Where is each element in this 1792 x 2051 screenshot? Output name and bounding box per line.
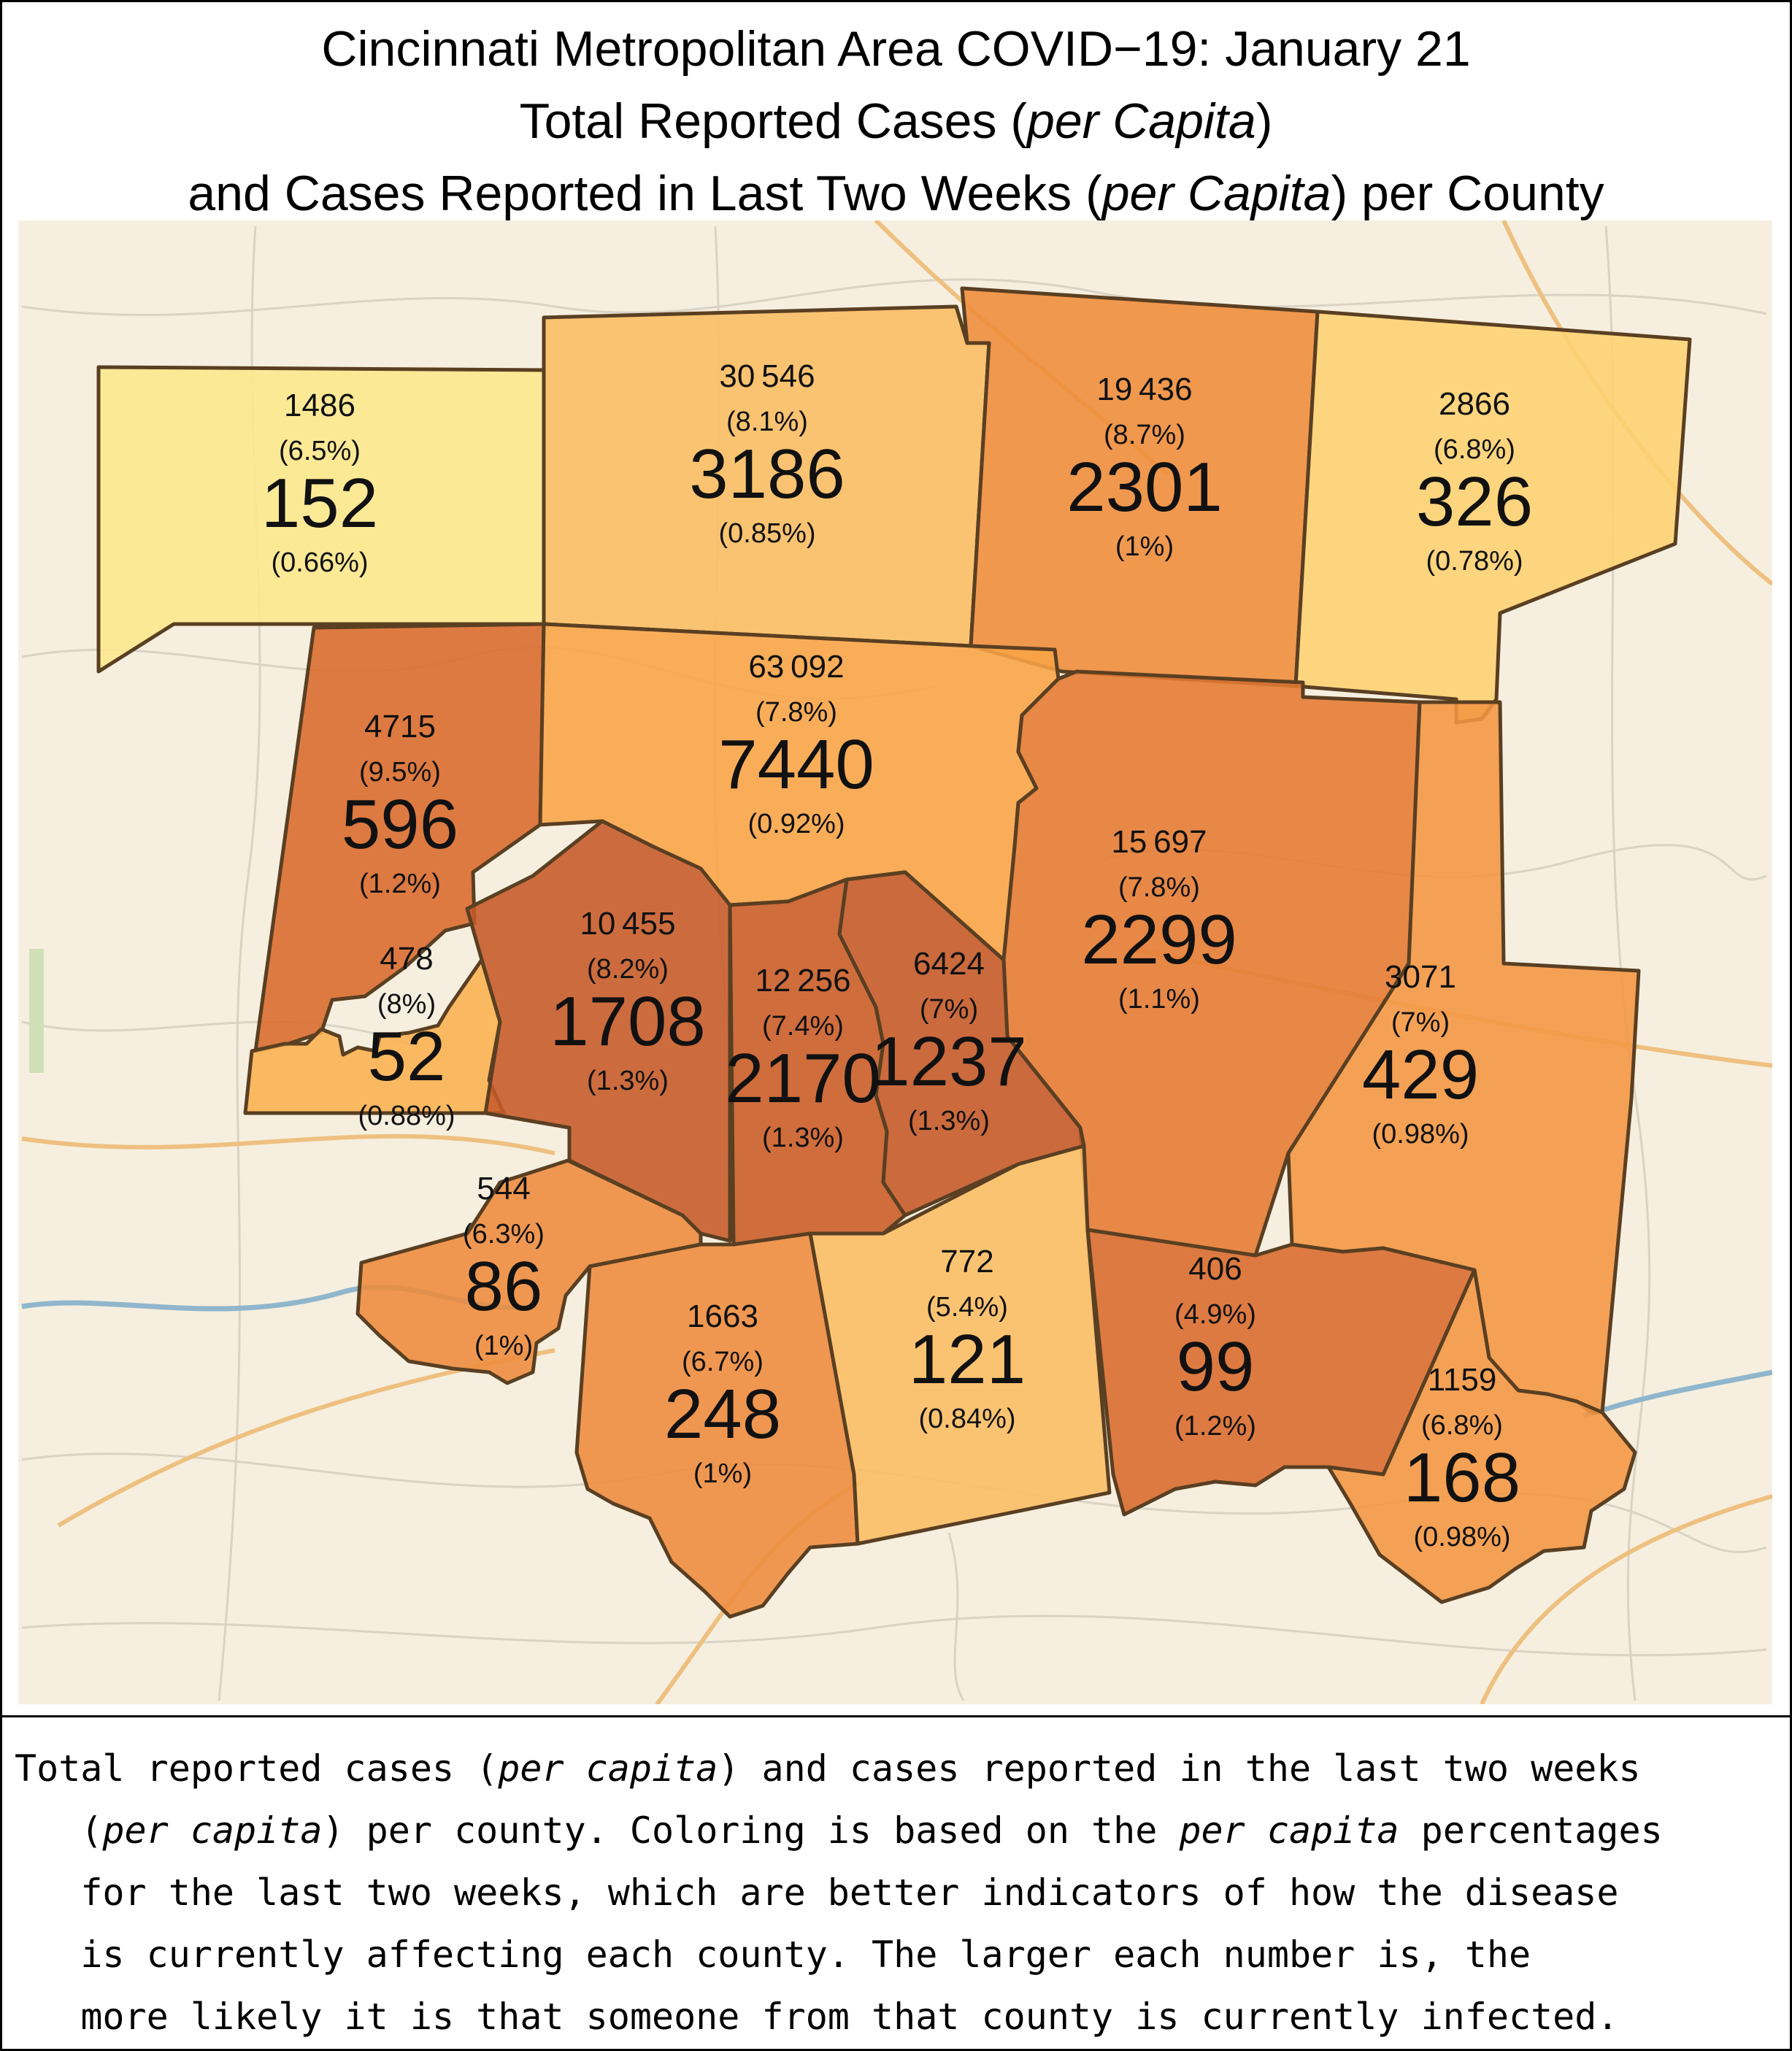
- county-1-total-pct: (6.5%): [279, 436, 361, 466]
- county-7-recent: 2299: [1081, 901, 1237, 979]
- county-16-total: 406: [1188, 1251, 1242, 1287]
- county-2-recent-pct: (0.85%): [718, 518, 815, 549]
- county-13-total: 544: [477, 1171, 530, 1207]
- county-13-recent: 86: [465, 1247, 543, 1325]
- county-3-recent: 2301: [1066, 448, 1223, 526]
- county-17-total-pct: (6.8%): [1421, 1410, 1503, 1441]
- county-14-recent-pct: (1%): [693, 1458, 752, 1489]
- county-2-total: 30 546: [719, 358, 815, 394]
- county-9-total: 10 455: [580, 906, 675, 942]
- county-16-recent-pct: (1.2%): [1174, 1411, 1256, 1442]
- county-3-recent-pct: (1%): [1115, 531, 1174, 562]
- county-15-total: 772: [940, 1244, 993, 1280]
- county-3-total: 19 436: [1096, 372, 1192, 407]
- county-10-total-pct: (7.4%): [762, 1011, 844, 1042]
- county-10-total: 12 256: [755, 963, 850, 998]
- county-4-total: 2866: [1439, 386, 1510, 422]
- county-4-recent-pct: (0.78%): [1426, 546, 1523, 577]
- county-6-recent: 7440: [718, 726, 874, 804]
- county-5-total-pct: (9.5%): [359, 757, 441, 788]
- county-17-recent: 168: [1404, 1439, 1520, 1517]
- county-12-total: 3071: [1385, 959, 1456, 995]
- county-4-total-pct: (6.8%): [1434, 434, 1515, 465]
- county-5-recent-pct: (1.2%): [359, 869, 441, 899]
- county-11-total-pct: (7%): [920, 994, 978, 1025]
- county-7-recent-pct: (1.1%): [1118, 984, 1200, 1015]
- county-map: 1486 (6.5%)152 (0.66%) 30 546 (8.1%)3186 (0.8…: [18, 220, 1772, 1704]
- county-8-recent: 52: [368, 1017, 446, 1096]
- county-14-total-pct: (6.7%): [682, 1347, 764, 1377]
- figure-title: Cincinnati Metropolitan Area COVID−19: J…: [0, 13, 1792, 230]
- caption-box: Total reported cases (per capita) and ca…: [0, 1715, 1792, 2051]
- county-1-shape: [96, 365, 546, 674]
- county-4-recent: 326: [1416, 463, 1533, 541]
- county-12-recent-pct: (0.98%): [1372, 1119, 1469, 1150]
- county-5-total: 4715: [364, 709, 436, 744]
- county-11-recent-pct: (1.3%): [908, 1106, 990, 1136]
- county-17-recent-pct: (0.98%): [1413, 1522, 1510, 1552]
- county-10-recent: 2170: [725, 1039, 881, 1117]
- county-14-recent: 248: [664, 1375, 781, 1453]
- county-6-total-pct: (7.8%): [755, 697, 837, 728]
- county-labels: 1486 (6.5%)152 (0.66%) 30 546 (8.1%)3186 (0.8…: [261, 358, 1533, 1552]
- county-8-recent-pct: (0.88%): [358, 1101, 455, 1131]
- caption-text: Total reported cases (per capita) and ca…: [15, 1747, 1663, 2038]
- county-1-recent-pct: (0.66%): [271, 547, 368, 578]
- county-7-total: 15 697: [1111, 824, 1207, 860]
- county-6-total: 63 092: [748, 649, 844, 685]
- county-6-recent-pct: (0.92%): [747, 809, 845, 839]
- county-9-total-pct: (8.2%): [587, 954, 669, 985]
- county-17-shape: [1326, 1268, 1637, 1604]
- county-2-total-pct: (8.1%): [726, 407, 808, 437]
- county-9-recent-pct: (1.3%): [587, 1066, 669, 1096]
- county-5-recent: 596: [342, 785, 458, 863]
- county-shapes: [96, 286, 1692, 1619]
- county-11-shape: [837, 870, 1086, 1217]
- county-11-recent: 1237: [871, 1023, 1027, 1101]
- county-12-total-pct: (7%): [1391, 1007, 1450, 1038]
- title-line-1: Cincinnati Metropolitan Area COVID−19: J…: [321, 21, 1471, 77]
- county-13-total-pct: (6.3%): [463, 1219, 545, 1250]
- county-1-recent: 152: [261, 464, 378, 542]
- title-line-2: Total Reported Cases (per Capita): [519, 93, 1273, 149]
- county-17-total: 1159: [1428, 1362, 1497, 1398]
- county-16-recent: 99: [1177, 1328, 1255, 1406]
- county-10-recent-pct: (1.3%): [762, 1123, 844, 1153]
- county-3-total-pct: (8.7%): [1104, 420, 1185, 450]
- county-13-recent-pct: (1%): [474, 1331, 533, 1361]
- county-14-shape: [574, 1231, 860, 1619]
- county-15-total-pct: (5.4%): [926, 1292, 1008, 1323]
- county-15-recent: 121: [909, 1320, 1026, 1398]
- county-14-total: 1663: [687, 1298, 758, 1334]
- county-12-recent: 429: [1362, 1036, 1479, 1114]
- county-16-total-pct: (4.9%): [1174, 1299, 1256, 1330]
- county-2-recent: 3186: [689, 435, 845, 513]
- county-9-recent: 1708: [550, 982, 706, 1061]
- county-8-total-pct: (8%): [377, 989, 436, 1020]
- county-8-total: 478: [380, 941, 433, 977]
- county-15-recent-pct: (0.84%): [918, 1404, 1015, 1434]
- title-line-3: and Cases Reported in Last Two Weeks (pe…: [188, 166, 1604, 221]
- county-1-total: 1486: [284, 388, 355, 423]
- county-11-total: 6424: [913, 946, 985, 982]
- county-7-total-pct: (7.8%): [1118, 872, 1200, 903]
